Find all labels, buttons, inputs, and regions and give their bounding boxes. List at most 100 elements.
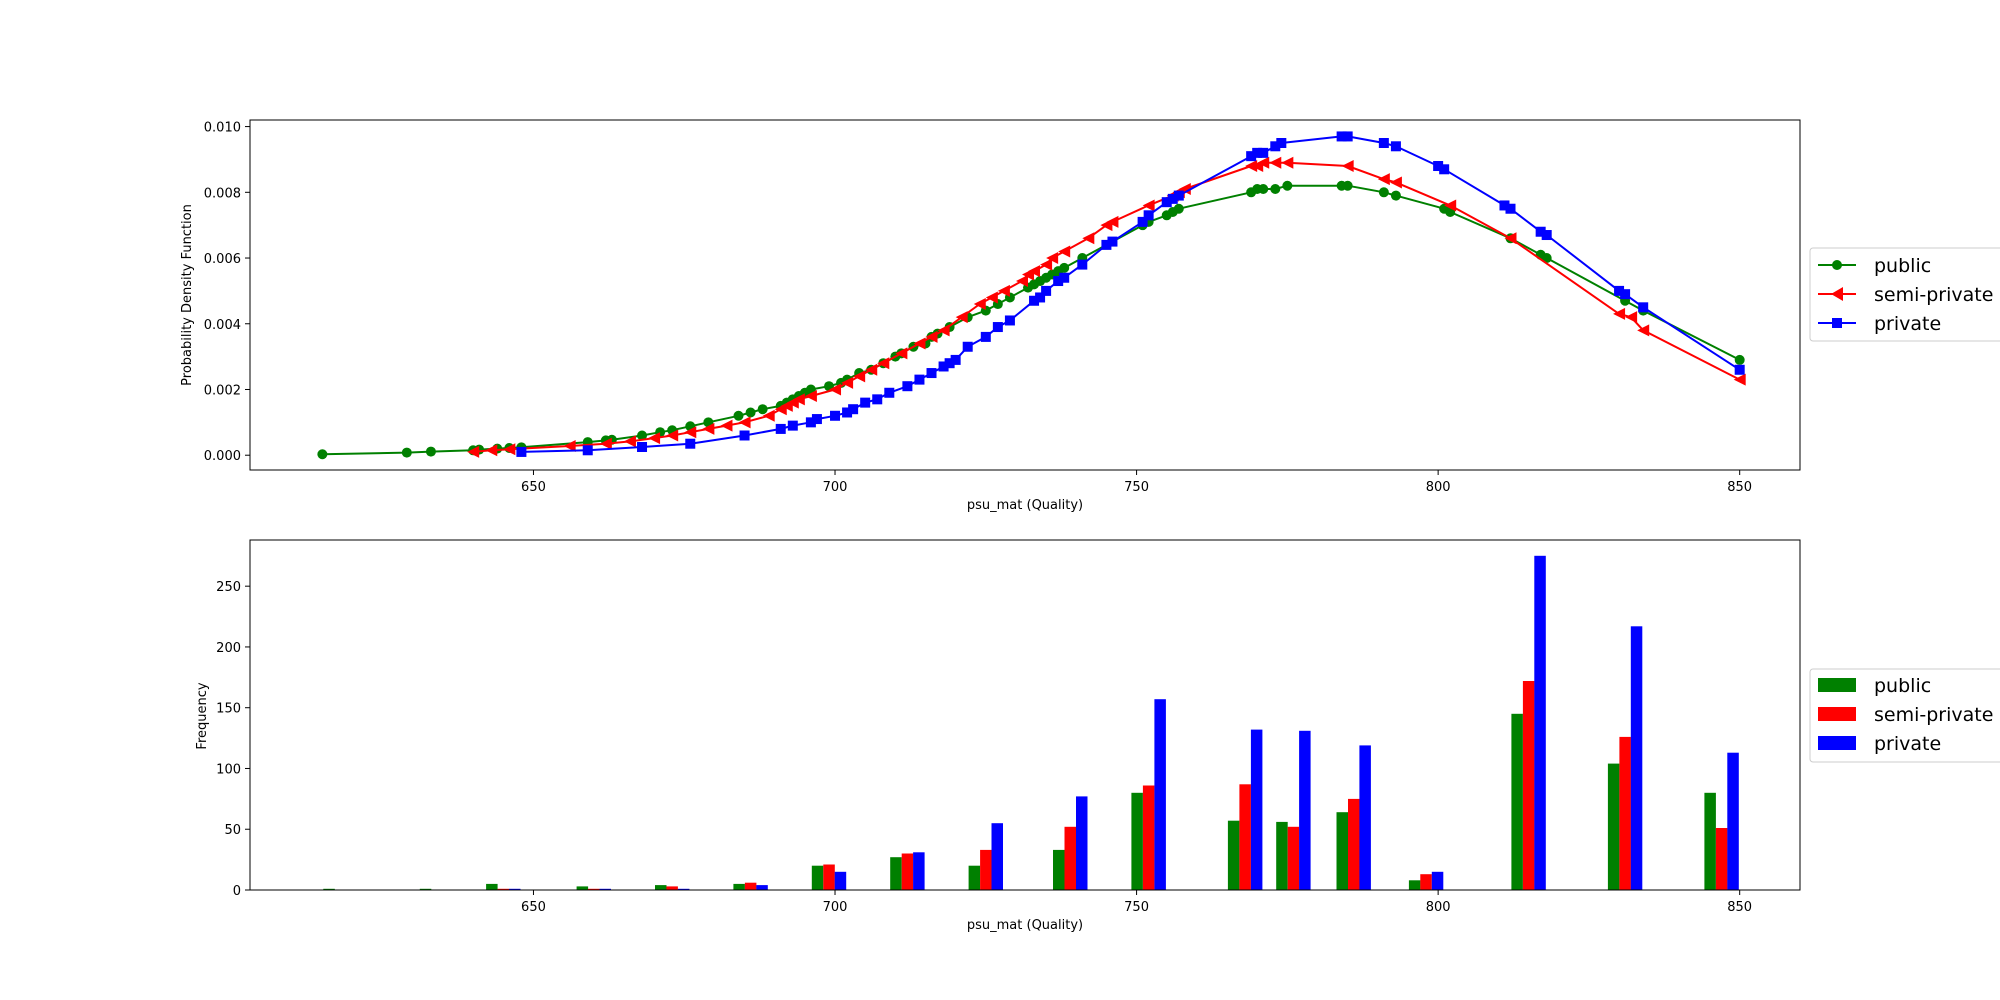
pdf-point-public [1390, 190, 1401, 201]
frequency-y-tick-label: 0 [233, 884, 241, 899]
pdf-point-semi-private [684, 426, 697, 439]
pdf-point-public [733, 410, 744, 421]
frequency-data-marks [323, 555, 1739, 890]
frequency-bar-private [1727, 752, 1739, 890]
pdf-legend-label-semi-private: semi-private [1874, 284, 1993, 306]
frequency-bar-private [677, 888, 690, 890]
pdf-point-semi-private [955, 311, 968, 324]
frequency-y-ticks: 0 50 100 150 200 250 [216, 580, 250, 899]
pdf-point-semi-private [648, 432, 661, 445]
pdf-y-axis-title: Probability Density Function [180, 204, 195, 386]
pdf-point-public [1059, 262, 1070, 273]
frequency-bar-public [1511, 713, 1523, 890]
pdf-point-semi-private [1444, 199, 1457, 212]
frequency-plot-frame [249, 539, 1801, 891]
pdf-point-private [516, 446, 527, 457]
pdf-point-private [1258, 147, 1269, 158]
pdf-point-semi-private [1504, 232, 1517, 245]
frequency-bar-public [1607, 763, 1620, 890]
frequency-legend-item-public: public [1818, 675, 1931, 697]
frequency-y-tick-label: 200 [216, 641, 241, 656]
pdf-point-semi-private [1377, 173, 1390, 186]
pdf-y-tick-label: 0.006 [204, 252, 241, 267]
frequency-legend-label-semi-private: semi-private [1874, 704, 1993, 726]
pdf-x-axis-title: psu_mat (Quality) [967, 498, 1083, 513]
frequency-legend-item-semi-private: semi-private [1818, 704, 1993, 726]
pdf-point-public [401, 447, 412, 458]
pdf-y-tick-label: 0.004 [204, 318, 241, 333]
pdf-point-semi-private [1058, 245, 1071, 258]
pdf-point-semi-private [1389, 176, 1402, 189]
pdf-point-semi-private [666, 429, 679, 442]
pdf-x-tick-label: 800 [1426, 480, 1451, 495]
pdf-point-public [637, 430, 648, 441]
frequency-bar-semi-private [1619, 736, 1631, 890]
pdf-point-private [1439, 164, 1450, 175]
frequency-x-tick-label: 800 [1426, 900, 1451, 915]
pdf-point-private [1101, 239, 1112, 250]
pdf-point-semi-private [1028, 265, 1041, 278]
pdf-point-private [739, 430, 750, 441]
frequency-bar-private [1359, 745, 1371, 890]
pdf-point-public [757, 404, 768, 415]
frequency-bar-private [1250, 729, 1263, 890]
frequency-bar-semi-private [497, 888, 510, 890]
frequency-bar-private [834, 871, 847, 890]
frequency-x-tick-label: 850 [1727, 900, 1752, 915]
pdf-point-private [1734, 364, 1745, 375]
pdf-point-private [1053, 276, 1064, 287]
frequency-bar-public [811, 865, 824, 890]
pdf-point-private [872, 394, 883, 405]
pdf-point-private [944, 358, 955, 369]
pdf-plot-frame [249, 119, 1801, 471]
pdf-point-private [1541, 230, 1552, 241]
pdf-x-tick-label: 850 [1727, 480, 1752, 495]
frequency-bar-private [599, 888, 611, 890]
pdf-legend-label-public: public [1874, 255, 1931, 277]
pdf-point-semi-private [1625, 311, 1638, 324]
frequency-bar-private [1534, 555, 1546, 890]
frequency-legend-frame [1809, 668, 2000, 763]
pdf-point-semi-private [623, 435, 636, 448]
frequency-y-tick-label: 50 [224, 823, 241, 838]
pdf-point-private [962, 341, 973, 352]
pdf-point-semi-private [485, 444, 498, 457]
frequency-bar-semi-private [744, 882, 757, 890]
frequency-bar-public [1336, 812, 1348, 890]
pdf-point-semi-private [1269, 156, 1282, 169]
pdf-point-semi-private [829, 383, 842, 396]
frequency-bar-public [1408, 880, 1421, 890]
pdf-point-private [914, 374, 925, 385]
frequency-bar-public [576, 886, 589, 890]
pdf-point-semi-private [762, 409, 775, 422]
pdf-point-public [425, 446, 436, 457]
pdf-point-private [685, 438, 696, 449]
pdf-point-private [1107, 236, 1118, 247]
frequency-bar-private [509, 888, 521, 890]
pdf-point-private [1535, 226, 1546, 237]
pdf-legend-item-public: public [1818, 255, 1931, 277]
pdf-x-tick-label: 650 [521, 480, 546, 495]
frequency-legend-label-public: public [1874, 675, 1931, 697]
frequency-legend: public semi-private private [1809, 668, 2000, 763]
pdf-y-tick-label: 0.008 [204, 186, 241, 201]
pdf-point-public [1258, 184, 1269, 195]
frequency-legend-swatch-private [1818, 736, 1856, 750]
frequency-bar-public [323, 888, 335, 890]
pdf-point-semi-private [599, 437, 612, 450]
frequency-bar-public [1227, 820, 1240, 890]
pdf-legend-marker-private [1832, 318, 1842, 328]
pdf-point-private [1620, 289, 1631, 300]
pdf-point-public [1378, 187, 1389, 198]
pdf-data-marks [317, 131, 1746, 460]
pdf-point-semi-private [1245, 160, 1258, 173]
pdf-point-semi-private [563, 440, 576, 453]
frequency-bar-semi-private [823, 864, 835, 890]
pdf-legend-frame [1809, 247, 2000, 342]
frequency-bar-private [991, 823, 1003, 890]
frequency-bar-public [733, 883, 745, 890]
pdf-point-private [1505, 203, 1516, 214]
pdf-y-tick-label: 0.000 [204, 449, 241, 464]
pdf-point-private [811, 414, 822, 425]
frequency-y-tick-label: 100 [216, 762, 241, 777]
